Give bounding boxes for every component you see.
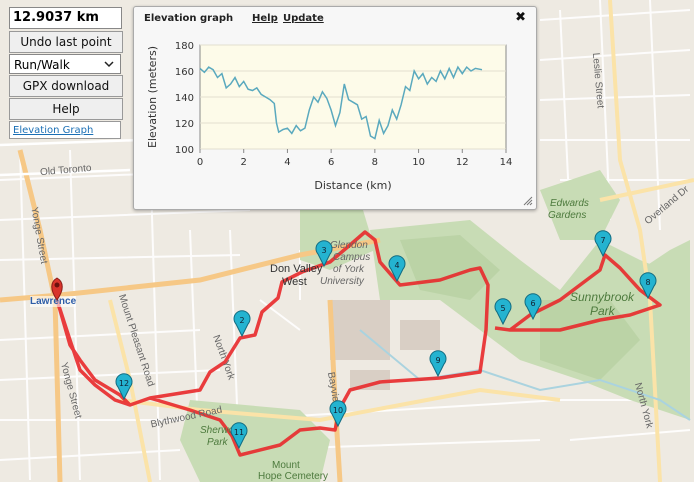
elevation-series-line xyxy=(199,65,483,140)
x-axis-label: Distance (km) xyxy=(314,179,391,192)
x-tick-label: 8 xyxy=(372,157,378,168)
map-label-glendon-1: Glendon xyxy=(330,240,368,251)
map-label-sunnybrook-1: Sunnybrook xyxy=(570,290,635,304)
x-tick-label: 10 xyxy=(412,157,425,168)
y-axis-label: Elevation (meters) xyxy=(146,46,159,148)
x-tick-label: 12 xyxy=(456,157,469,168)
map-label-edwards-2: Gardens xyxy=(548,210,587,221)
map-label-sherwood: Sherwood xyxy=(200,425,246,436)
map-label-park: Park xyxy=(207,437,228,448)
dialog-update-link[interactable]: Update xyxy=(283,13,324,24)
map-label-glendon-3: of York xyxy=(333,264,364,275)
distance-readout: 12.9037 km xyxy=(9,7,122,29)
chevron-down-icon xyxy=(104,61,114,68)
mode-select[interactable]: Run/Walk xyxy=(9,54,121,74)
elevation-graph-link[interactable]: Elevation Graph xyxy=(9,121,121,139)
x-tick-label: 0 xyxy=(197,157,203,168)
map-label-glendon-4: University xyxy=(320,276,364,287)
map-label-mount-hope-2: Hope Cemetery xyxy=(258,471,329,482)
mode-select-value: Run/Walk xyxy=(14,58,70,72)
map-label-lawrence: Lawrence xyxy=(30,296,77,307)
map-label-glendon-2: Campus xyxy=(333,252,371,263)
x-tick-label: 4 xyxy=(284,157,290,168)
map-label-west: West xyxy=(282,276,307,288)
undo-last-point-button[interactable]: Undo last point xyxy=(9,31,123,53)
help-button[interactable]: Help xyxy=(9,98,123,120)
y-tick-label: 120 xyxy=(175,119,194,130)
resize-grip-icon[interactable] xyxy=(523,196,533,206)
elevation-chart: 100 120 140 160 180 0 2 4 6 8 10 12 14 Distance (km) E… xyxy=(146,41,513,192)
y-tick-label: 140 xyxy=(175,93,194,104)
map-label-don-valley: Don Valley xyxy=(270,263,323,275)
gpx-download-button[interactable]: GPX download xyxy=(9,75,123,97)
x-tick-label: 2 xyxy=(241,157,247,168)
map-label-edwards-1: Edwards xyxy=(550,198,589,209)
dialog-title: Elevation graph xyxy=(144,13,234,24)
y-tick-label: 180 xyxy=(175,41,194,52)
x-tick-label: 14 xyxy=(500,157,513,168)
y-tick-label: 100 xyxy=(175,145,194,156)
elevation-dialog: Elevation graph Help Update ✖ 100 120 140 1… xyxy=(133,6,537,210)
close-icon[interactable]: ✖ xyxy=(515,10,526,25)
y-tick-label: 160 xyxy=(175,67,194,78)
dialog-help-link[interactable]: Help xyxy=(252,13,278,24)
x-tick-label: 6 xyxy=(328,157,334,168)
map-label-sunnybrook-2: Park xyxy=(590,304,615,318)
map-label-mount-hope-1: Mount xyxy=(272,460,300,471)
